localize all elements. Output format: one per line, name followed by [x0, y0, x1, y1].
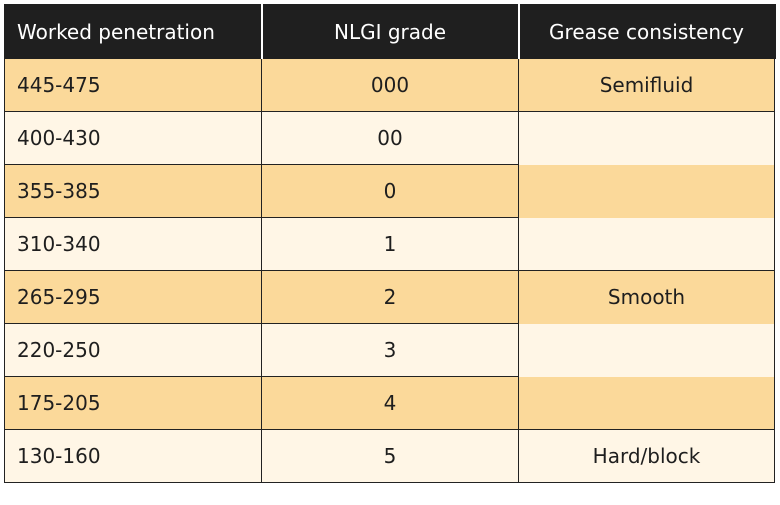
grade-cell: 5	[261, 429, 519, 483]
table-row: 265-295 2 Smooth	[4, 270, 775, 324]
grade-cell: 2	[261, 270, 519, 324]
table-header-row: Worked penetration NLGI grade Grease con…	[4, 4, 776, 59]
consistency-cell: Smooth	[518, 270, 775, 324]
table-row: 400-430 00	[4, 111, 775, 165]
grade-cell: 4	[261, 376, 519, 430]
table-row: 445-475 000 Semifluid	[4, 58, 775, 112]
consistency-cell	[518, 164, 775, 218]
table-row: 355-385 0	[4, 164, 775, 218]
table-row: 175-205 4	[4, 376, 775, 430]
penetration-cell: 400-430	[4, 111, 262, 165]
penetration-cell: 445-475	[4, 58, 262, 112]
header-nlgi-grade: NLGI grade	[261, 4, 520, 59]
consistency-cell	[518, 376, 775, 430]
table-row: 130-160 5 Hard/block	[4, 429, 775, 483]
penetration-cell: 220-250	[4, 323, 262, 377]
grade-cell: 1	[261, 217, 519, 271]
consistency-cell: Hard/block	[518, 429, 775, 483]
grade-cell: 00	[261, 111, 519, 165]
nlgi-grade-table: Worked penetration NLGI grade Grease con…	[4, 4, 776, 483]
consistency-cell: Semifluid	[518, 58, 775, 112]
header-worked-penetration: Worked penetration	[4, 4, 263, 59]
penetration-cell: 310-340	[4, 217, 262, 271]
penetration-cell: 265-295	[4, 270, 262, 324]
grade-cell: 000	[261, 58, 519, 112]
grade-cell: 3	[261, 323, 519, 377]
table-row: 220-250 3	[4, 323, 775, 377]
header-grease-consistency: Grease consistency	[518, 4, 776, 59]
consistency-cell	[518, 217, 775, 271]
penetration-cell: 355-385	[4, 164, 262, 218]
table-row: 310-340 1	[4, 217, 775, 271]
grade-cell: 0	[261, 164, 519, 218]
penetration-cell: 175-205	[4, 376, 262, 430]
consistency-cell	[518, 323, 775, 377]
consistency-cell	[518, 111, 775, 165]
penetration-cell: 130-160	[4, 429, 262, 483]
